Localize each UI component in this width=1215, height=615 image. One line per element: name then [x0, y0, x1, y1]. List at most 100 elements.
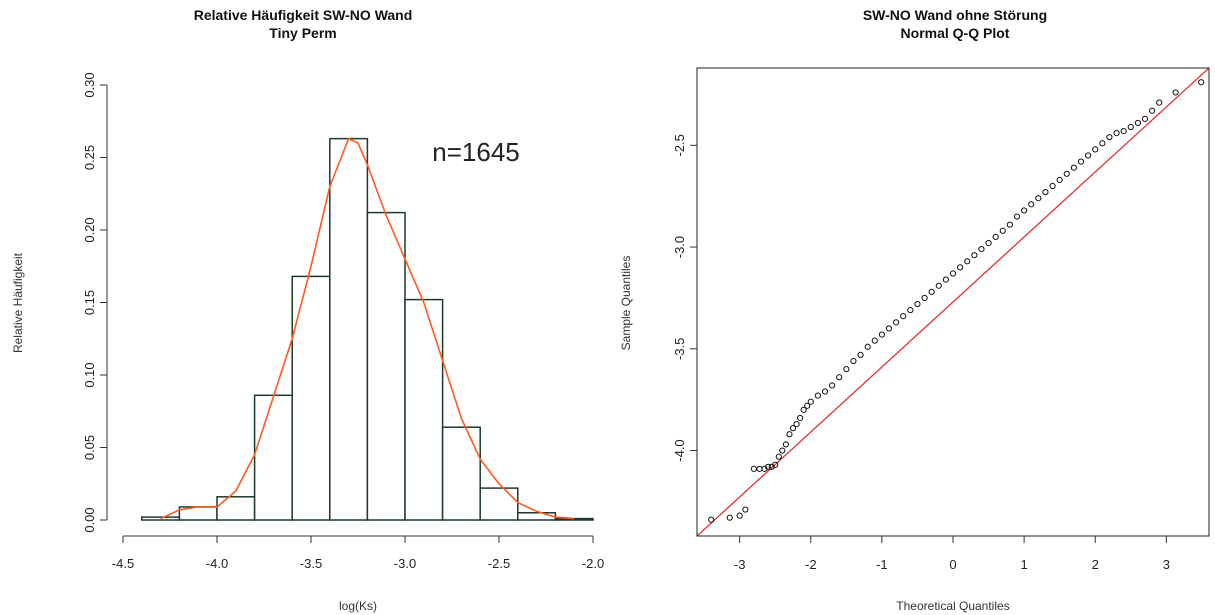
qq-subtitle: Normal Q-Q Plot	[901, 25, 1010, 41]
qq-point-47	[1006, 221, 1013, 228]
qq-x-tick-label-0: -3	[734, 557, 746, 572]
qq-point-19	[807, 398, 814, 405]
qq-point-45	[992, 233, 999, 240]
hist-title: Relative Häufigkeit SW-NO Wand	[194, 7, 413, 23]
histogram-bar-10	[517, 512, 557, 521]
qq-point-9	[772, 461, 779, 468]
qq-point-7	[765, 463, 772, 470]
qq-x-tick-label-3: 0	[949, 557, 956, 572]
qq-point-34	[914, 300, 921, 308]
qq-point-56	[1070, 164, 1077, 171]
qq-point-22	[829, 382, 836, 389]
qq-point-33	[907, 307, 914, 314]
qq-point-16	[797, 414, 804, 422]
hist-x-tick-label-1: -4.0	[206, 556, 228, 571]
histogram-bar-4	[291, 275, 331, 521]
hist-y-tick-label-4: 0.20	[82, 217, 97, 242]
qq-y-tick-label-2: -3.0	[672, 236, 687, 258]
hist-x-tick-label-2: -3.5	[300, 556, 322, 571]
qq-point-61	[1106, 134, 1113, 141]
qq-point-5	[756, 465, 763, 472]
hist-x-tick-label-4: -2.5	[488, 556, 510, 571]
qq-point-69	[1172, 89, 1179, 96]
histogram-bar-8	[441, 426, 481, 521]
qq-point-52	[1042, 189, 1049, 196]
qq-point-43	[978, 245, 985, 253]
qq-point-54	[1056, 176, 1063, 184]
qq-point-49	[1021, 207, 1028, 214]
qq-point-1	[726, 514, 733, 521]
qq-point-26	[857, 351, 864, 359]
qq-point-36	[928, 288, 935, 295]
density-curve	[160, 137, 575, 520]
qq-point-62	[1113, 130, 1120, 137]
qq-point-50	[1028, 201, 1035, 208]
hist-x-tick-label-0: -4.5	[112, 556, 134, 571]
qq-point-35	[921, 294, 928, 302]
hist-x-axis-label: log(Ks)	[339, 599, 377, 613]
histogram-bar-5	[329, 137, 369, 521]
qq-point-0	[708, 516, 715, 523]
qq-point-70	[1198, 79, 1205, 86]
hist-y-tick-label-2: 0.10	[82, 362, 97, 387]
qq-point-18	[804, 402, 811, 409]
qq-point-10	[775, 453, 782, 460]
histogram-bar-6	[366, 211, 406, 521]
qq-y-tick-label-1: -3.5	[672, 338, 687, 360]
qq-point-64	[1127, 123, 1134, 131]
qq-x-tick-label-2: -1	[876, 557, 888, 572]
hist-y-tick-label-0: 0.00	[82, 507, 97, 532]
qq-point-38	[942, 276, 949, 283]
histogram-bar-2	[216, 496, 256, 521]
qq-point-67	[1149, 107, 1156, 114]
qq-point-14	[789, 425, 797, 432]
qq-point-23	[836, 374, 843, 381]
qq-point-20	[814, 392, 821, 399]
qq-point-59	[1092, 146, 1099, 153]
qq-point-66	[1141, 115, 1149, 122]
qq-y-tick-label-0: -4.0	[672, 439, 687, 461]
qq-point-39	[949, 270, 957, 277]
qq-point-48	[1013, 213, 1021, 220]
qq-point-60	[1099, 140, 1106, 147]
qq-point-68	[1156, 99, 1163, 106]
qq-point-2	[736, 512, 743, 519]
qq-point-29	[878, 331, 885, 338]
qq-point-41	[964, 258, 971, 265]
qq-point-53	[1049, 182, 1056, 190]
qq-point-25	[850, 357, 857, 365]
qq-x-tick-label-4: 1	[1020, 557, 1027, 572]
qq-point-12	[782, 441, 789, 448]
hist-y-tick-label-6: 0.30	[82, 72, 97, 97]
qq-point-58	[1085, 152, 1092, 159]
qq-reference-line	[697, 68, 1209, 536]
qq-y-tick-label-3: -2.5	[672, 134, 687, 156]
qq-x-tick-label-5: 2	[1092, 557, 1099, 572]
histogram-bar-3	[253, 394, 293, 521]
qq-point-24	[843, 366, 850, 373]
hist-y-tick-label-1: 0.05	[82, 435, 97, 460]
qq-x-axis-label: Theoretical Quantiles	[896, 599, 1009, 613]
qq-point-15	[793, 420, 800, 428]
qq-point-3	[742, 506, 749, 513]
histogram-bar-9	[479, 487, 519, 521]
qq-point-30	[885, 325, 893, 332]
qq-point-11	[779, 447, 786, 454]
qq-point-65	[1134, 119, 1141, 127]
hist-y-tick-label-3: 0.15	[82, 290, 97, 315]
qq-point-28	[871, 337, 878, 344]
qq-point-21	[821, 388, 829, 395]
qq-point-17	[800, 406, 807, 413]
sample-size-annotation: n=1645	[432, 137, 519, 167]
qq-point-32	[900, 313, 907, 320]
qq-point-13	[786, 431, 793, 438]
hist-y-tick-label-5: 0.25	[82, 145, 97, 170]
qq-point-42	[971, 252, 978, 259]
qq-point-63	[1120, 127, 1127, 135]
qq-point-40	[957, 264, 964, 271]
histogram-bar-11	[554, 517, 594, 521]
qq-point-31	[893, 319, 900, 326]
qq-title: SW-NO Wand ohne Störung	[863, 7, 1047, 23]
hist-y-axis-label: Relative Häufigkeit	[11, 252, 25, 353]
